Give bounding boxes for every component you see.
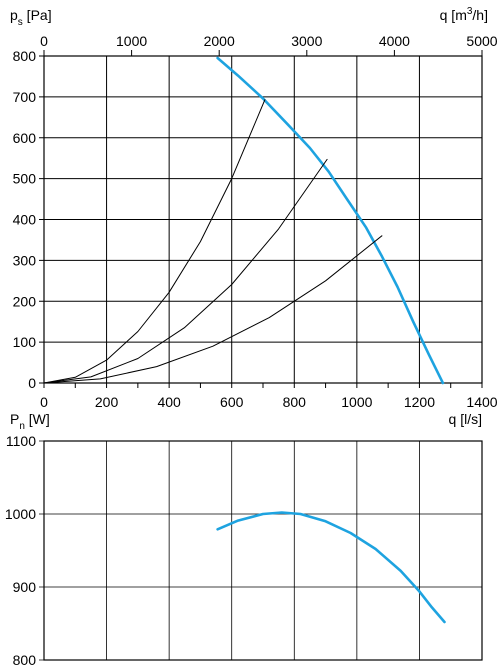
x-tick-label: 1400 — [466, 394, 497, 410]
y-tick-label: 600 — [13, 130, 37, 146]
power-axis-label: Pn [W] — [10, 411, 50, 432]
x-tick-label: 200 — [95, 394, 119, 410]
y-tick-label: 100 — [13, 334, 37, 350]
y-tick-label: 1000 — [5, 506, 36, 522]
flow-ls-axis-label: q [l/s] — [449, 411, 482, 427]
x-tick-label: 1200 — [404, 394, 435, 410]
y-tick-label: 700 — [13, 89, 37, 105]
x-tick-label: 600 — [220, 394, 244, 410]
fan-pressure-curve — [216, 56, 445, 385]
top-x-tick-label: 4000 — [379, 33, 410, 49]
x-tick-label: 800 — [283, 394, 307, 410]
system-resistance-curve — [43, 235, 383, 384]
pressure-plot-ticks: 0 200 400 600 800 1000 1200 1400 0 100 200 300 400 50… — [13, 33, 498, 410]
power-plot-grid — [39, 440, 483, 661]
x-tick-label: 400 — [157, 394, 181, 410]
power-plot-ticks: 800 900 1000 1100 — [5, 433, 36, 668]
top-x-tick-label: 1000 — [116, 33, 147, 49]
top-x-tick-label: 2000 — [204, 33, 235, 49]
flow-m3h-axis-label: q [m3/h] — [440, 6, 488, 23]
power-plot-series — [216, 511, 446, 624]
x-tick-label: 1000 — [341, 394, 372, 410]
power-curve — [216, 511, 446, 624]
y-tick-label: 1100 — [6, 433, 36, 449]
y-tick-label: 900 — [13, 579, 37, 595]
y-tick-label: 400 — [13, 212, 37, 228]
top-x-tick-label: 3000 — [291, 33, 322, 49]
pressure-axis-label: ps [Pa] — [10, 7, 52, 28]
top-x-tick-label: 5000 — [466, 33, 497, 49]
y-tick-label: 500 — [13, 171, 37, 187]
y-tick-label: 800 — [13, 48, 37, 64]
system-resistance-curve — [43, 99, 266, 384]
system-resistance-curve — [43, 158, 328, 384]
top-x-tick-label: 0 — [40, 33, 48, 49]
pressure-plot-grid — [39, 50, 483, 388]
y-tick-label: 200 — [13, 293, 37, 309]
pressure-plot-series — [43, 56, 445, 385]
pressure-plot-frame — [43, 55, 483, 384]
y-tick-label: 300 — [13, 252, 37, 268]
y-tick-label: 0 — [28, 375, 36, 391]
power-plot-frame — [43, 440, 483, 661]
x-tick-label: 0 — [40, 394, 48, 410]
y-tick-label: 800 — [13, 652, 37, 668]
